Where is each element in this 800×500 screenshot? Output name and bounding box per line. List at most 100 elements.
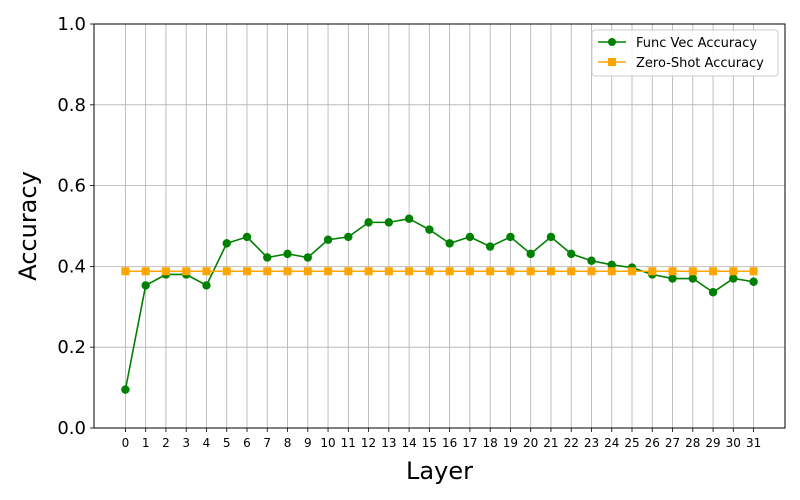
x-tick-label: 4 [203, 436, 211, 450]
x-tick-label: 24 [604, 436, 619, 450]
data-point [465, 232, 475, 242]
data-point [182, 267, 191, 276]
x-tick-label: 10 [320, 436, 335, 450]
data-point [567, 267, 576, 276]
data-point [425, 225, 434, 234]
x-tick-label: 25 [624, 436, 639, 450]
x-tick-label: 29 [705, 436, 720, 450]
x-tick-label: 7 [263, 436, 271, 450]
x-tick-label: 31 [746, 436, 761, 450]
y-tick-label: 0.0 [57, 418, 86, 439]
data-point [303, 253, 312, 262]
data-point [607, 260, 616, 269]
x-tick-label: 2 [162, 436, 170, 450]
y-axis-label: Accuracy [14, 171, 42, 281]
legend-label: Zero-Shot Accuracy [636, 56, 764, 71]
x-tick-label: 5 [223, 436, 231, 450]
data-point [486, 267, 495, 276]
data-point [668, 274, 677, 283]
x-tick-label: 23 [584, 436, 599, 450]
x-tick-label: 27 [665, 436, 680, 450]
legend-box [591, 29, 779, 77]
data-point [202, 267, 211, 276]
x-axis-label: Layer [406, 457, 473, 485]
data-point [688, 267, 697, 276]
data-point [344, 267, 353, 276]
legend-marker [608, 38, 616, 46]
x-tick-label: 13 [381, 436, 396, 450]
data-point [506, 267, 515, 276]
data-point [445, 239, 454, 248]
legend-marker [608, 58, 616, 66]
data-point [344, 232, 353, 242]
x-tick-label: 20 [523, 436, 538, 450]
data-point [668, 267, 677, 276]
data-point [628, 267, 637, 276]
y-tick-label: 1.0 [57, 14, 86, 35]
legend: Func Vec Accuracy Zero-Shot Accuracy [591, 29, 779, 77]
x-tick-label: 1 [142, 436, 150, 450]
plot-frame [93, 23, 786, 429]
data-point [141, 267, 150, 276]
data-point [323, 235, 333, 244]
y-tick-label: 0.2 [57, 337, 86, 358]
series-layer [121, 214, 758, 394]
x-tick-label: 8 [284, 436, 292, 450]
data-point [404, 214, 414, 223]
data-point [161, 267, 170, 276]
y-tick-label: 0.4 [57, 256, 86, 277]
data-point [546, 232, 556, 242]
data-point [729, 267, 738, 276]
x-tick-label: 16 [442, 436, 457, 450]
data-point [364, 218, 373, 227]
data-point [384, 267, 393, 276]
data-point [709, 267, 718, 276]
data-point [485, 242, 495, 251]
data-point [263, 253, 272, 262]
x-tick-label: 17 [462, 436, 477, 450]
data-point [222, 267, 231, 276]
x-tick-label: 26 [645, 436, 660, 450]
x-tick-label: 18 [483, 436, 498, 450]
x-tick-label: 12 [361, 436, 376, 450]
x-tick-label: 21 [543, 436, 558, 450]
data-point [384, 218, 394, 227]
data-point [445, 267, 454, 276]
data-point [121, 385, 130, 394]
x-tick-label: 22 [564, 436, 579, 450]
x-tick-label: 14 [401, 436, 416, 450]
x-tick-label: 9 [304, 436, 312, 450]
axis-ticks: 0 1 2 3 4 5 6 7 8 9 10 11 12 13 14 15 16 17 18 19 20 21 22 23 24… [57, 14, 761, 450]
x-tick-label: 6 [243, 436, 251, 450]
x-tick-label: 19 [503, 436, 518, 450]
x-tick-label: 3 [182, 436, 190, 450]
data-point [202, 281, 211, 290]
data-point [567, 249, 576, 259]
data-point [506, 232, 515, 242]
data-point [546, 267, 555, 276]
data-point [648, 267, 657, 276]
data-point [607, 267, 616, 276]
data-point [587, 267, 596, 276]
legend-label: Func Vec Accuracy [636, 36, 757, 51]
data-point [283, 267, 292, 276]
y-tick-label: 0.6 [57, 176, 86, 197]
grid-lines [94, 23, 785, 429]
data-point [222, 239, 231, 248]
series-line-0 [124, 217, 754, 390]
data-point [688, 274, 697, 283]
data-point [141, 281, 150, 290]
data-point [465, 267, 474, 276]
data-point [303, 267, 312, 276]
data-point [708, 288, 718, 297]
x-tick-label: 15 [422, 436, 437, 450]
data-point [121, 267, 130, 276]
y-tick-label: 0.8 [57, 95, 86, 116]
data-point [263, 267, 272, 276]
data-point [526, 249, 535, 259]
x-tick-label: 0 [122, 436, 130, 450]
data-point [324, 267, 333, 276]
x-tick-label: 28 [685, 436, 700, 450]
x-tick-label: 30 [726, 436, 741, 450]
